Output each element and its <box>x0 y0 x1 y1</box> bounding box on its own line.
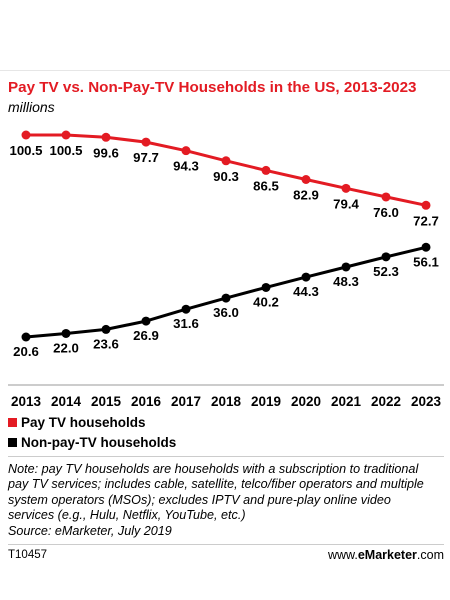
legend-label-non-pay-tv: Non-pay-TV households <box>21 435 177 450</box>
data-label-non-pay-tv-2017: 31.6 <box>173 316 199 331</box>
top-divider <box>0 70 450 71</box>
point-pay-tv-2018 <box>221 156 231 166</box>
x-tick-label-2021: 2021 <box>331 394 362 409</box>
data-label-non-pay-tv-2020: 44.3 <box>293 284 319 299</box>
x-tick-labels: 2013 2014 2015 2016 2017 2018 2019 2020 2021 2022… <box>11 394 442 409</box>
x-tick-label-2019: 2019 <box>251 394 281 409</box>
brand-url: www.eMarketer.com <box>328 548 444 562</box>
data-label-non-pay-tv-2018: 36.0 <box>213 305 239 320</box>
point-non-pay-tv-2018 <box>221 293 231 303</box>
legend-item-pay-tv: Pay TV households <box>8 415 146 430</box>
data-label-non-pay-tv-2015: 23.6 <box>93 336 119 351</box>
x-tick-label-2017: 2017 <box>171 394 201 409</box>
data-label-non-pay-tv-2019: 40.2 <box>253 294 279 309</box>
point-non-pay-tv-2014 <box>61 328 71 338</box>
data-label-pay-tv-2014: 100.5 <box>49 143 82 158</box>
point-non-pay-tv-2023 <box>421 242 431 252</box>
point-non-pay-tv-2017 <box>181 304 191 314</box>
data-label-non-pay-tv-2023: 56.1 <box>413 254 439 269</box>
chart-id: T10457 <box>8 549 48 561</box>
x-tick-label-2014: 2014 <box>51 394 82 409</box>
data-label-non-pay-tv-2013: 20.6 <box>13 344 39 359</box>
series-line-non-pay-tv <box>25 245 427 339</box>
note-text: Note: pay TV households are households w… <box>8 462 424 523</box>
chart-note: Note: pay TV households are households w… <box>8 462 440 539</box>
data-label-pay-tv-2021: 79.4 <box>333 196 359 211</box>
data-label-non-pay-tv-2016: 26.9 <box>133 328 159 343</box>
data-label-non-pay-tv-2022: 52.3 <box>373 264 399 279</box>
data-label-pay-tv-2020: 82.9 <box>293 187 319 202</box>
footer-divider <box>8 544 444 545</box>
point-pay-tv-2020 <box>301 174 311 184</box>
x-tick-label-2018: 2018 <box>211 394 242 409</box>
x-tick-label-2020: 2020 <box>291 394 321 409</box>
point-pay-tv-2014 <box>61 130 71 140</box>
note-divider <box>8 456 444 457</box>
point-pay-tv-2015 <box>101 132 111 142</box>
source-text: Source: eMarketer, July 2019 <box>8 523 172 538</box>
point-pay-tv-2017 <box>181 146 191 156</box>
point-pay-tv-2019 <box>261 165 271 175</box>
legend-item-non-pay-tv: Non-pay-TV households <box>8 435 176 450</box>
brand-name: eMarketer <box>357 548 417 562</box>
point-pay-tv-2016 <box>141 137 151 147</box>
series-layer: 100.5 100.5 99.6 97.7 94.3 90.3 86.5 82.9 79.4 76… <box>9 130 439 359</box>
legend-label-pay-tv: Pay TV households <box>21 415 146 430</box>
data-label-pay-tv-2015: 99.6 <box>93 145 119 160</box>
x-tick-label-2022: 2022 <box>371 394 401 409</box>
data-label-pay-tv-2022: 76.0 <box>373 205 399 220</box>
point-non-pay-tv-2022 <box>381 252 391 262</box>
point-pay-tv-2023 <box>421 200 431 210</box>
point-non-pay-tv-2016 <box>141 316 151 326</box>
x-tick-label-2015: 2015 <box>91 394 122 409</box>
data-label-pay-tv-2023: 72.7 <box>413 213 439 228</box>
chart-subtitle: millions <box>8 99 55 115</box>
brand-prefix: www. <box>327 548 358 562</box>
x-tick-label-2023: 2023 <box>411 394 442 409</box>
data-label-non-pay-tv-2014: 22.0 <box>53 340 79 355</box>
legend-swatch-pay-tv <box>8 418 17 427</box>
point-non-pay-tv-2020 <box>301 272 311 282</box>
data-label-pay-tv-2018: 90.3 <box>213 169 239 184</box>
data-label-pay-tv-2016: 97.7 <box>133 150 159 165</box>
x-tick-label-2016: 2016 <box>131 394 162 409</box>
data-label-pay-tv-2017: 94.3 <box>173 159 199 174</box>
brand-suffix: .com <box>416 548 444 562</box>
legend-swatch-non-pay-tv <box>8 438 17 447</box>
data-label-non-pay-tv-2021: 48.3 <box>333 274 359 289</box>
data-label-pay-tv-2019: 86.5 <box>253 178 279 193</box>
data-label-pay-tv-2013: 100.5 <box>9 143 42 158</box>
point-non-pay-tv-2015 <box>101 324 111 334</box>
x-tick-label-2013: 2013 <box>11 394 42 409</box>
point-non-pay-tv-2021 <box>341 262 351 272</box>
point-non-pay-tv-2019 <box>261 282 271 292</box>
point-pay-tv-2013 <box>21 130 31 140</box>
point-pay-tv-2022 <box>381 192 391 202</box>
point-pay-tv-2021 <box>341 183 351 193</box>
point-non-pay-tv-2013 <box>21 332 31 342</box>
chart-title: Pay TV vs. Non-Pay-TV Households in the … <box>8 79 417 96</box>
